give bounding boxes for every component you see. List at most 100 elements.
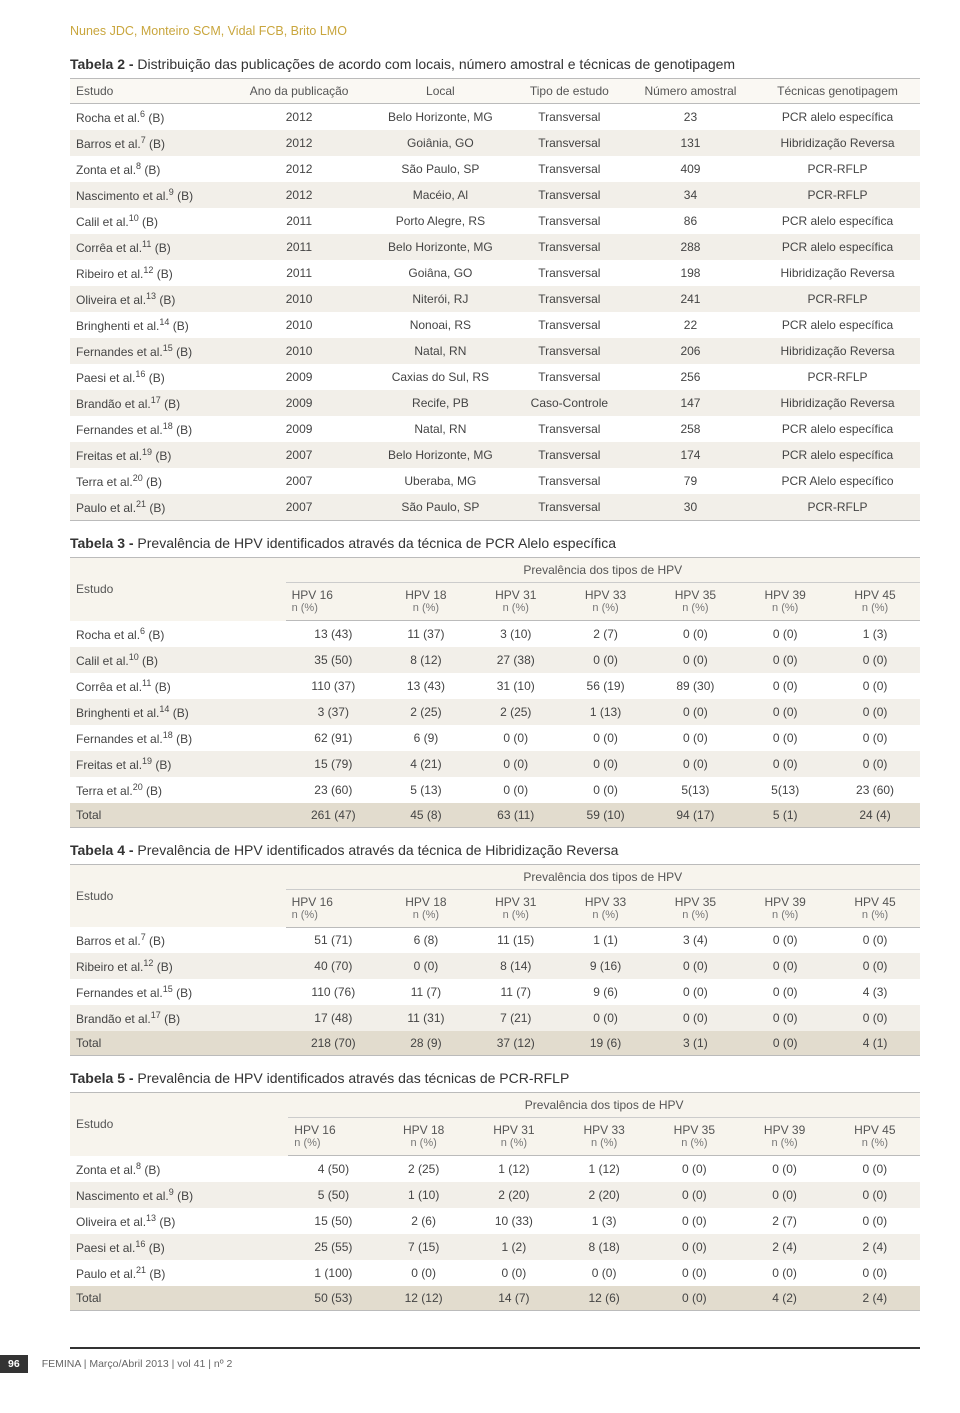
data-cell: 0 (0): [650, 751, 740, 777]
data-cell: 288: [626, 234, 755, 260]
total-cell: 14 (7): [469, 1286, 559, 1311]
table-row: Calil et al.10 (B)2011Porto Alegre, RSTr…: [70, 208, 920, 234]
data-cell: 51 (71): [286, 927, 381, 953]
study-cell: Calil et al.10 (B): [70, 647, 286, 673]
data-cell: 9 (16): [561, 953, 651, 979]
hpv-col: HPV 45n (%): [830, 1118, 920, 1156]
data-cell: 2 (4): [830, 1234, 920, 1260]
data-cell: 0 (0): [830, 1005, 920, 1031]
data-cell: 10 (33): [469, 1208, 559, 1234]
table-row: Fernandes et al.18 (B)2009Natal, RNTrans…: [70, 416, 920, 442]
data-cell: 22: [626, 312, 755, 338]
total-cell: 63 (11): [471, 803, 561, 828]
study-cell: Nascimento et al.9 (B): [70, 1182, 288, 1208]
page-number: 96: [0, 1355, 28, 1373]
data-cell: 17 (48): [286, 1005, 381, 1031]
data-cell: 6 (8): [381, 927, 471, 953]
data-cell: 4 (50): [288, 1156, 378, 1182]
total-label: Total: [70, 1031, 286, 1056]
data-cell: 3 (4): [650, 927, 740, 953]
total-label: Total: [70, 1286, 288, 1311]
study-cell: Nascimento et al.9 (B): [70, 182, 230, 208]
study-cell: Ribeiro et al.12 (B): [70, 260, 230, 286]
data-cell: 0 (0): [740, 673, 830, 699]
data-cell: Hibridização Reversa: [755, 130, 920, 156]
study-cell: Brandão et al.17 (B): [70, 390, 230, 416]
data-cell: 258: [626, 416, 755, 442]
hpv-col: HPV 16n (%): [286, 583, 381, 621]
data-cell: 56 (19): [561, 673, 651, 699]
data-cell: 0 (0): [561, 777, 651, 803]
data-cell: 2 (20): [469, 1182, 559, 1208]
data-cell: 256: [626, 364, 755, 390]
total-cell: 50 (53): [288, 1286, 378, 1311]
table-row: Barros et al.7 (B)2012Goiânia, GOTransve…: [70, 130, 920, 156]
table4-title: Tabela 4 - Prevalência de HPV identifica…: [70, 842, 920, 858]
data-cell: 0 (0): [650, 953, 740, 979]
table-row: Zonta et al.8 (B)2012São Paulo, SPTransv…: [70, 156, 920, 182]
data-cell: 2 (7): [739, 1208, 829, 1234]
data-cell: São Paulo, SP: [368, 156, 513, 182]
col-estudo: Estudo: [70, 1093, 288, 1156]
data-cell: 13 (43): [286, 621, 381, 647]
hpv-col: HPV 31n (%): [469, 1118, 559, 1156]
hpv-col: HPV 31n (%): [471, 889, 561, 927]
data-cell: 0 (0): [830, 647, 920, 673]
data-cell: 0 (0): [649, 1260, 739, 1286]
hpv-col: HPV 39n (%): [739, 1118, 829, 1156]
study-cell: Oliveira et al.13 (B): [70, 1208, 288, 1234]
data-cell: 0 (0): [830, 1260, 920, 1286]
data-cell: 0 (0): [379, 1260, 469, 1286]
hpv-col: HPV 35n (%): [650, 583, 740, 621]
table2-title: Tabela 2 - Distribuição das publicações …: [70, 56, 920, 72]
data-cell: 0 (0): [650, 647, 740, 673]
data-cell: 1 (13): [561, 699, 651, 725]
data-cell: 206: [626, 338, 755, 364]
table-row: Oliveira et al.13 (B)2010Niterói, RJTran…: [70, 286, 920, 312]
data-cell: Transversal: [513, 208, 626, 234]
data-cell: 0 (0): [649, 1208, 739, 1234]
data-cell: PCR alelo específica: [755, 442, 920, 468]
data-cell: 8 (14): [471, 953, 561, 979]
data-cell: 0 (0): [830, 751, 920, 777]
col-estudo: Estudo: [70, 864, 286, 927]
data-cell: 25 (55): [288, 1234, 378, 1260]
data-cell: 174: [626, 442, 755, 468]
data-cell: 0 (0): [561, 725, 651, 751]
data-cell: 0 (0): [469, 1260, 559, 1286]
total-cell: 3 (1): [650, 1031, 740, 1056]
data-cell: PCR-RFLP: [755, 286, 920, 312]
data-cell: 0 (0): [650, 979, 740, 1005]
hpv-col: HPV 33n (%): [561, 583, 651, 621]
total-cell: 261 (47): [286, 803, 381, 828]
hpv-col: HPV 16n (%): [286, 889, 381, 927]
total-cell: 37 (12): [471, 1031, 561, 1056]
data-cell: 79: [626, 468, 755, 494]
table2-col: Local: [368, 79, 513, 104]
data-cell: 0 (0): [561, 751, 651, 777]
data-cell: Transversal: [513, 260, 626, 286]
data-cell: 0 (0): [559, 1260, 649, 1286]
total-cell: 218 (70): [286, 1031, 381, 1056]
data-cell: 2012: [230, 156, 368, 182]
table2-col: Número amostral: [626, 79, 755, 104]
data-cell: 2009: [230, 390, 368, 416]
data-cell: 0 (0): [471, 777, 561, 803]
table2-col: Tipo de estudo: [513, 79, 626, 104]
data-cell: Transversal: [513, 104, 626, 131]
data-cell: 1 (100): [288, 1260, 378, 1286]
table2: EstudoAno da publicaçãoLocalTipo de estu…: [70, 78, 920, 521]
table-row: Rocha et al.6 (B)13 (43)11 (37)3 (10)2 (…: [70, 621, 920, 647]
table-row: Oliveira et al.13 (B)15 (50)2 (6)10 (33)…: [70, 1208, 920, 1234]
data-cell: 0 (0): [650, 621, 740, 647]
data-cell: 0 (0): [830, 725, 920, 751]
data-cell: 1 (12): [469, 1156, 559, 1182]
data-cell: Transversal: [513, 364, 626, 390]
data-cell: Porto Alegre, RS: [368, 208, 513, 234]
table3: EstudoPrevalência dos tipos de HPV HPV 1…: [70, 557, 920, 828]
data-cell: 0 (0): [649, 1234, 739, 1260]
data-cell: 8 (12): [381, 647, 471, 673]
table-row: Terra et al.20 (B)2007Uberaba, MGTransve…: [70, 468, 920, 494]
data-cell: 89 (30): [650, 673, 740, 699]
data-cell: 34: [626, 182, 755, 208]
